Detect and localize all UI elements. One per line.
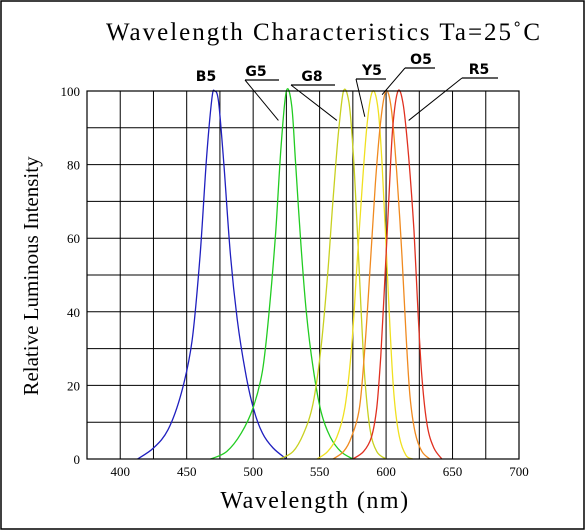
leader-line xyxy=(355,78,366,117)
chart-title: Wavelength Characteristics Ta=25˚C xyxy=(106,19,542,46)
series-label-g5: G5 xyxy=(245,64,266,80)
x-tick-label: 500 xyxy=(243,464,263,479)
y-tick-label: 100 xyxy=(61,84,81,99)
x-axis-ticks: 400 450 500 550 600 650 700 xyxy=(110,464,528,479)
y-axis-label: Relative Luminous Intensity xyxy=(19,156,43,396)
leader-line xyxy=(381,67,406,96)
plot-border xyxy=(86,90,520,460)
series-label-y5: Y5 xyxy=(361,63,382,79)
y-axis-ticks: 0 20 40 60 80 100 xyxy=(61,84,81,467)
y-tick-label: 0 xyxy=(74,452,81,467)
series-labels: B5 G5 G8 Y5 O5 R5 xyxy=(196,52,498,121)
y-tick-label: 40 xyxy=(67,305,80,320)
x-tick-label: 650 xyxy=(443,464,463,479)
leader-line xyxy=(244,79,279,121)
x-tick-label: 700 xyxy=(509,464,529,479)
x-axis-label: Wavelength (nm) xyxy=(220,488,409,514)
x-tick-label: 400 xyxy=(110,464,130,479)
leader-line xyxy=(408,77,463,121)
x-tick-label: 550 xyxy=(310,464,330,479)
series-label-b5: B5 xyxy=(196,69,216,85)
series-line-g5 xyxy=(210,88,354,460)
series-label-o5: O5 xyxy=(410,52,432,68)
series-label-r5: R5 xyxy=(469,62,490,78)
y-tick-label: 20 xyxy=(67,378,80,393)
y-tick-label: 80 xyxy=(67,158,80,173)
series-label-g8: G8 xyxy=(301,69,322,85)
y-tick-label: 60 xyxy=(67,231,80,246)
x-tick-label: 600 xyxy=(376,464,396,479)
x-tick-label: 450 xyxy=(177,464,197,479)
